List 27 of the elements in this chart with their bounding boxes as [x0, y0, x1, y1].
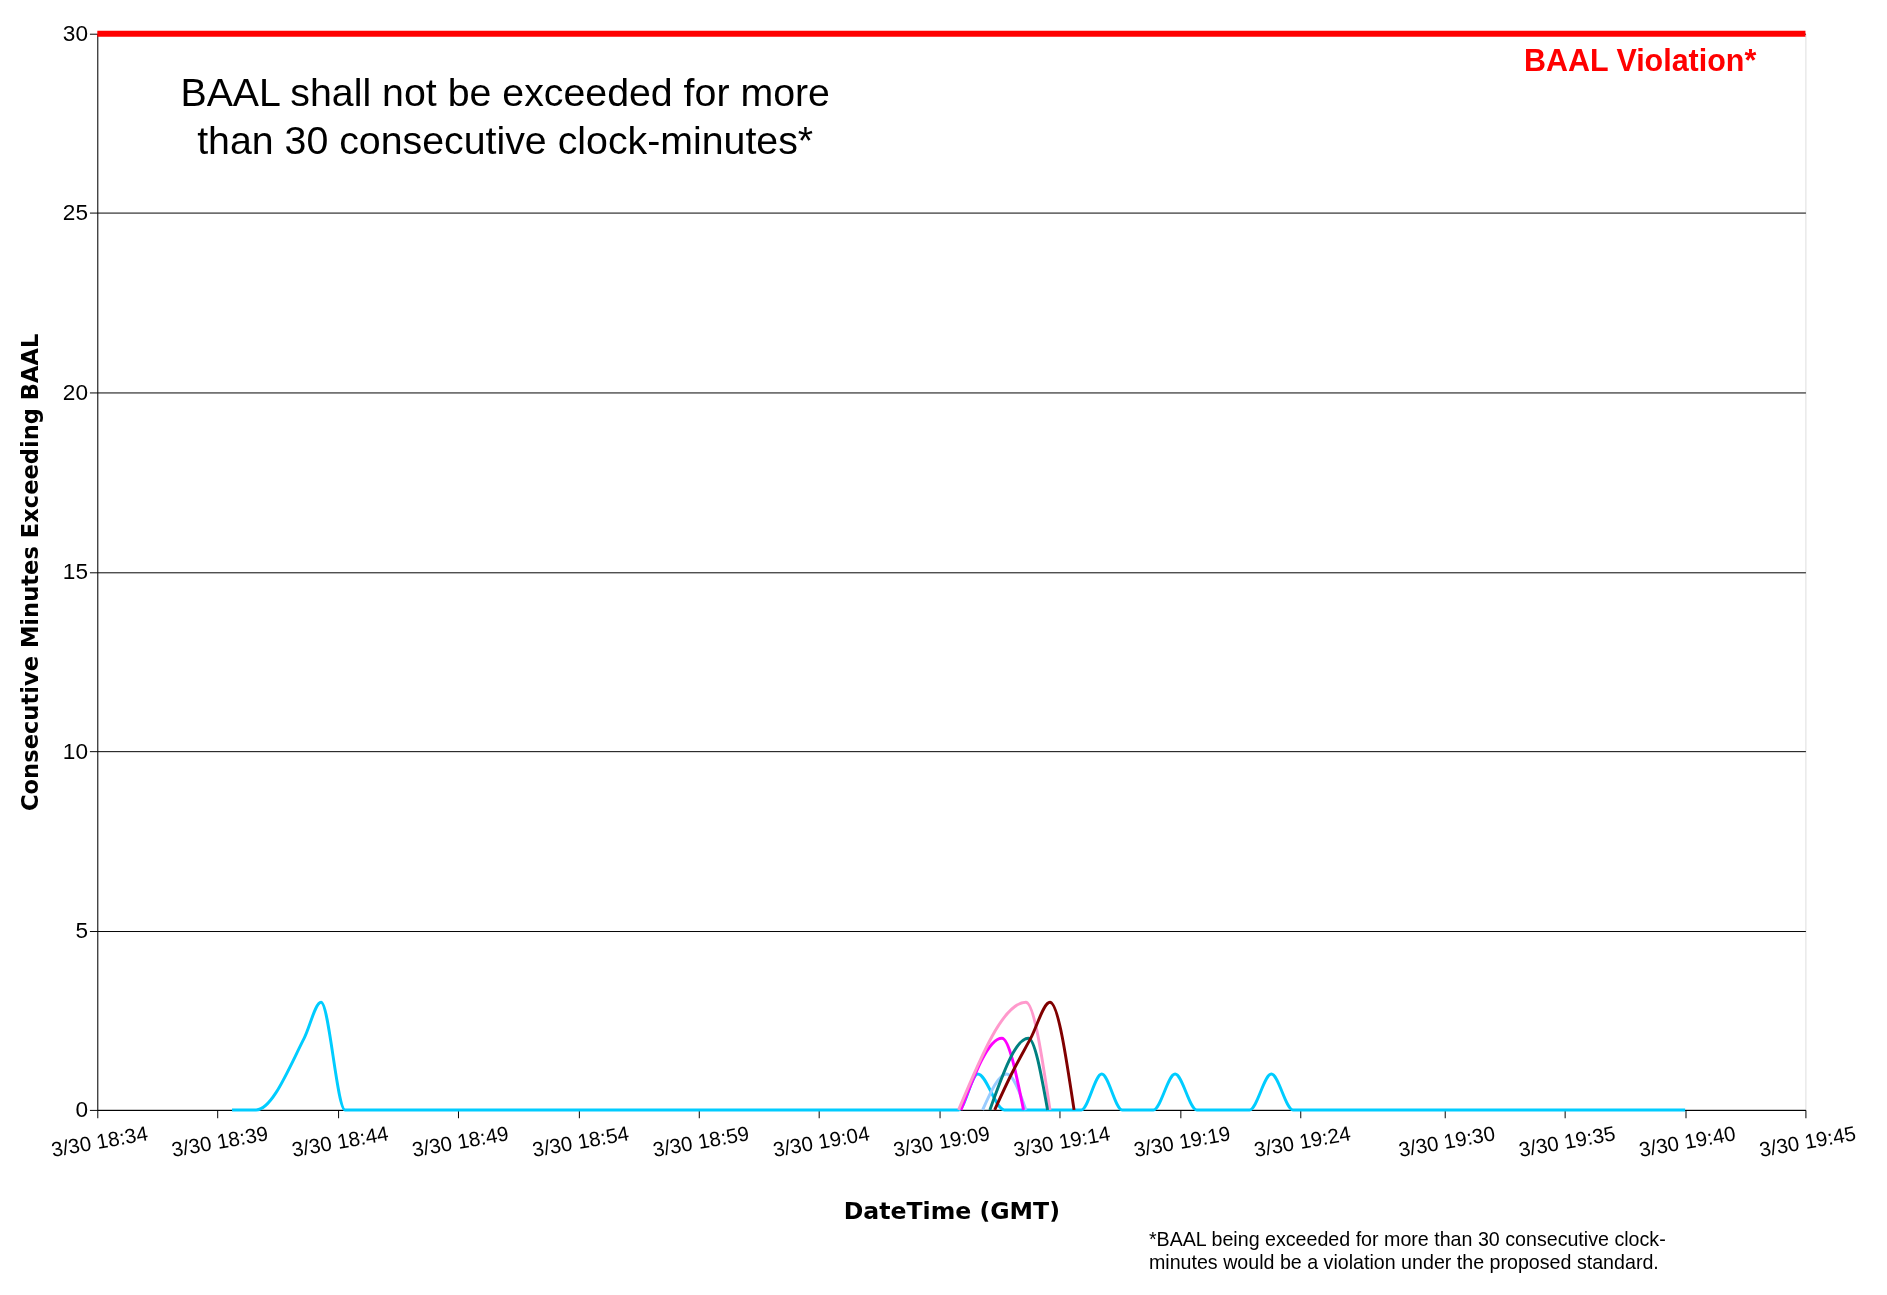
x-axis-title: DateTime (GMT): [843, 1196, 1060, 1225]
x-tick-label: 3/30 19:24: [1252, 1121, 1353, 1161]
annotation: BAAL shall not be exceeded for more than 30 consecutive clock-minutes*: [180, 70, 830, 162]
x-tick-label: 3/30 19:04: [771, 1121, 872, 1161]
x-tick-label: 3/30 18:59: [650, 1121, 751, 1161]
y-tick-label: 15: [62, 559, 88, 585]
text: *BAAL being exceeded for more than 30 consecutive clock- minutes would be a violation under the proposed standard.: [1148, 1227, 1666, 1274]
x-tick-label: 3/30 19:30: [1396, 1121, 1497, 1161]
y-tick-label: 20: [62, 379, 88, 405]
x-tick-label: 3/30 18:44: [289, 1121, 390, 1161]
x-tick-label: 3/30 19:35: [1516, 1121, 1617, 1161]
x-tick-label: 3/30 18:54: [530, 1121, 631, 1161]
x-tick-label: 3/30 18:34: [49, 1121, 150, 1161]
y-tick-label: 30: [62, 21, 88, 47]
x-tick-label: 3/30 19:45: [1757, 1121, 1858, 1161]
x-tick-label: 3/30 18:39: [169, 1121, 270, 1161]
x-tick-label: 3/30 19:09: [891, 1121, 992, 1161]
x-tick-label: 3/30 19:40: [1637, 1121, 1738, 1161]
y-tick-label: 5: [75, 917, 88, 943]
x-tick-label: 3/30 19:19: [1132, 1121, 1233, 1161]
y-tick-label: 0: [75, 1097, 88, 1123]
x-tick-label: 3/30 19:14: [1011, 1121, 1112, 1161]
ref-line-label: BAAL Violation*: [1523, 43, 1757, 78]
y-tick-label: 25: [62, 200, 88, 226]
y-tick-label: 10: [62, 738, 88, 764]
y-axis-title: Consecutive Minutes Exceeding BAAL: [17, 333, 44, 812]
x-tick-label: 3/30 18:49: [410, 1121, 511, 1161]
